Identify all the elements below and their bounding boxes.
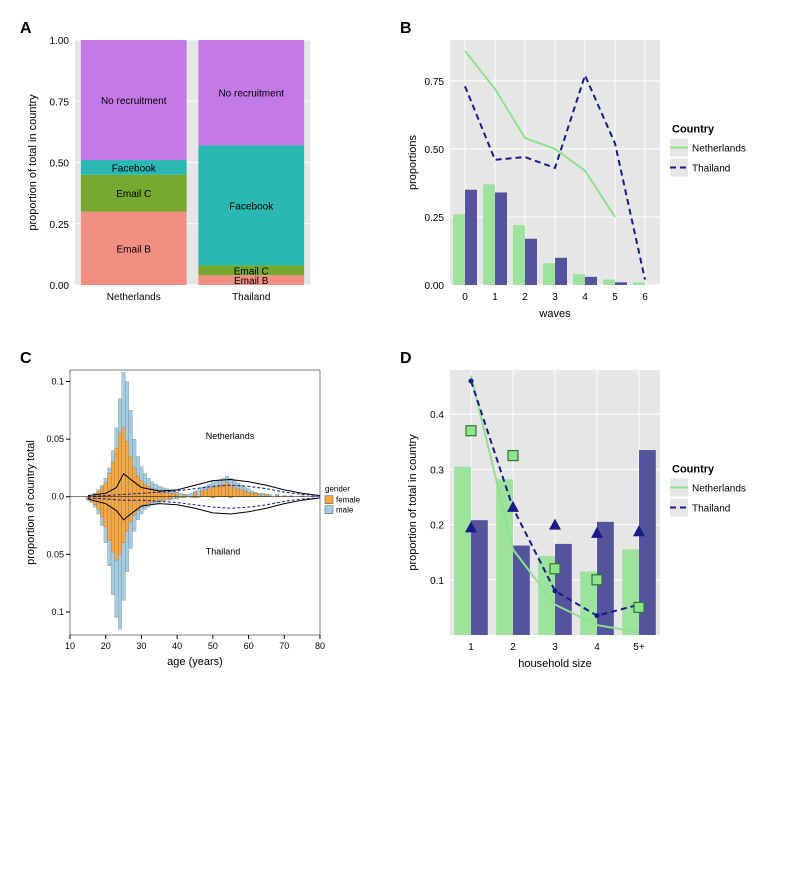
- panel-c: C 10 20 30 40 50 60 70 80 0.1 0.05 0.0 0.05 0.1 age (…: [20, 350, 390, 670]
- panel-c-chart: 10 20 30 40 50 60 70 80 0.1 0.05 0.0 0.05 0.1 age (ye…: [20, 350, 390, 670]
- panel-a-chart: Email BEmail CFacebookNo recruitmentNeth…: [20, 20, 320, 320]
- svg-text:0.2: 0.2: [430, 521, 444, 532]
- svg-text:0.50: 0.50: [50, 159, 70, 170]
- svg-text:proportion of total in country: proportion of total in country: [27, 94, 39, 231]
- svg-text:30: 30: [136, 641, 146, 651]
- svg-text:0.1: 0.1: [51, 607, 64, 617]
- panel-d: D 1 2 3 4 5+ 0.1 0.2 0.3 0.4 household size propor…: [400, 350, 770, 670]
- svg-text:male: male: [336, 506, 354, 515]
- svg-text:80: 80: [315, 641, 325, 651]
- svg-text:0.00: 0.00: [425, 281, 445, 292]
- svg-text:waves: waves: [538, 308, 571, 320]
- svg-text:0: 0: [462, 292, 468, 303]
- svg-text:0.0: 0.0: [51, 492, 64, 502]
- svg-text:Email C: Email C: [234, 266, 269, 277]
- svg-text:0.05: 0.05: [46, 434, 64, 444]
- svg-text:10: 10: [65, 641, 75, 651]
- panel-a-label: A: [20, 20, 32, 38]
- svg-text:4: 4: [594, 642, 600, 653]
- svg-text:3: 3: [552, 642, 558, 653]
- svg-text:Thailand: Thailand: [232, 292, 270, 303]
- svg-text:40: 40: [172, 641, 182, 651]
- svg-text:Country: Country: [672, 464, 715, 476]
- svg-text:2: 2: [510, 642, 516, 653]
- svg-text:proportion of country total: proportion of country total: [25, 440, 37, 565]
- svg-text:proportion of total in country: proportion of total in country: [407, 434, 419, 571]
- svg-text:gender: gender: [325, 485, 350, 494]
- svg-text:Email B: Email B: [117, 244, 152, 255]
- panel-b: B 0 1 2 3 4 5 6 0.00 0.25 0.50 0.75 waves proportion…: [400, 20, 770, 320]
- svg-text:5: 5: [612, 292, 618, 303]
- svg-text:Netherlands: Netherlands: [206, 431, 255, 441]
- svg-text:0.25: 0.25: [50, 220, 70, 231]
- svg-text:0.25: 0.25: [425, 213, 445, 224]
- panel-b-label: B: [400, 20, 412, 38]
- svg-text:0.1: 0.1: [51, 377, 64, 387]
- svg-text:50: 50: [208, 641, 218, 651]
- svg-text:0.50: 0.50: [425, 145, 445, 156]
- svg-text:Netherlands: Netherlands: [692, 144, 746, 155]
- svg-text:Thailand: Thailand: [692, 164, 730, 175]
- svg-text:5+: 5+: [633, 642, 645, 653]
- svg-text:0.75: 0.75: [425, 77, 445, 88]
- svg-text:household size: household size: [518, 658, 591, 670]
- svg-text:70: 70: [279, 641, 289, 651]
- svg-text:1: 1: [492, 292, 498, 303]
- svg-text:Email C: Email C: [116, 189, 151, 200]
- svg-text:0.3: 0.3: [430, 465, 444, 476]
- svg-text:2: 2: [522, 292, 528, 303]
- svg-text:Facebook: Facebook: [229, 201, 274, 212]
- svg-text:Thailand: Thailand: [692, 504, 730, 515]
- svg-text:female: female: [336, 496, 361, 505]
- svg-text:Email B: Email B: [234, 276, 269, 287]
- svg-text:0.1: 0.1: [430, 576, 444, 587]
- svg-text:0.05: 0.05: [46, 549, 64, 559]
- panel-d-label: D: [400, 350, 412, 368]
- panel-b-chart: 0 1 2 3 4 5 6 0.00 0.25 0.50 0.75 waves proportions C…: [400, 20, 770, 320]
- svg-text:1: 1: [468, 642, 474, 653]
- svg-text:Country: Country: [672, 124, 715, 136]
- svg-text:0.75: 0.75: [50, 97, 70, 108]
- svg-text:4: 4: [582, 292, 588, 303]
- svg-text:60: 60: [244, 641, 254, 651]
- svg-text:Netherlands: Netherlands: [107, 292, 161, 303]
- svg-text:1.00: 1.00: [50, 36, 70, 47]
- panel-a: A Email BEmail CFacebookNo recruitmentNe…: [20, 20, 390, 320]
- svg-text:proportions: proportions: [407, 134, 419, 190]
- svg-text:No recruitment: No recruitment: [101, 96, 167, 107]
- svg-text:age (years): age (years): [167, 656, 223, 668]
- svg-text:Facebook: Facebook: [112, 163, 157, 174]
- svg-text:0.4: 0.4: [430, 410, 444, 421]
- figure-grid: A Email BEmail CFacebookNo recruitmentNe…: [20, 20, 765, 670]
- svg-text:3: 3: [552, 292, 558, 303]
- svg-text:No recruitment: No recruitment: [218, 89, 284, 100]
- svg-text:20: 20: [101, 641, 111, 651]
- panel-c-label: C: [20, 350, 32, 368]
- svg-text:Thailand: Thailand: [206, 546, 241, 556]
- svg-text:6: 6: [642, 292, 648, 303]
- panel-d-chart: 1 2 3 4 5+ 0.1 0.2 0.3 0.4 household size proporti…: [400, 350, 770, 670]
- svg-text:Netherlands: Netherlands: [692, 484, 746, 495]
- svg-text:0.00: 0.00: [50, 281, 70, 292]
